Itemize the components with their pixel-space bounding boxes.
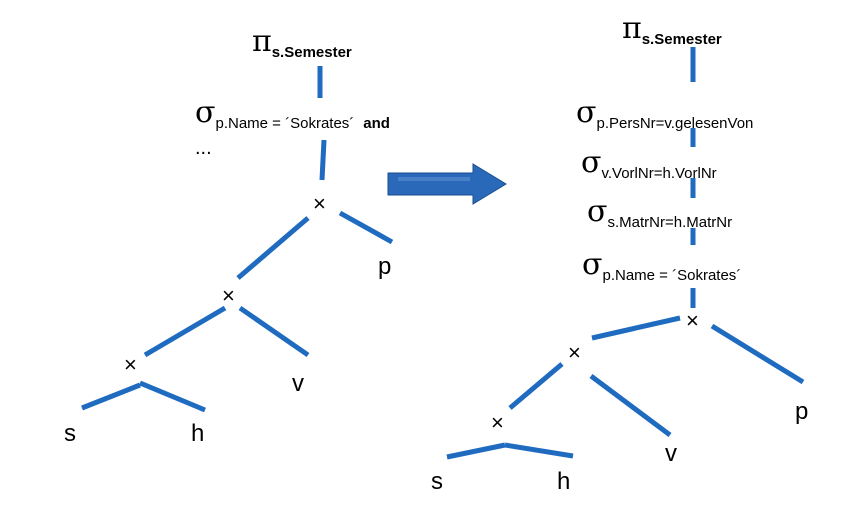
left-edge-cross2-v xyxy=(238,305,310,358)
pi-symbol: π xyxy=(252,24,272,59)
transform-arrow-shape xyxy=(387,163,507,205)
sigma-symbol: σ xyxy=(576,95,597,130)
transform-arrow-highlight xyxy=(398,177,470,181)
left-cross-node-2: × xyxy=(222,283,235,308)
right-leaf-p: p xyxy=(795,398,809,425)
right-selection-3: σs.MatrNr=h.MatrNr xyxy=(587,194,732,231)
projection-subscript: s.Semester xyxy=(641,31,722,48)
left-leaf-s: s xyxy=(64,420,76,447)
left-edge-cross3-s xyxy=(81,382,141,411)
selection-subscript: p.Name = ´Sokrates´ xyxy=(215,115,355,132)
right-projection-label: πs.Semester xyxy=(622,11,722,48)
right-cross-node-3: × xyxy=(491,410,504,435)
selection-subscript: s.MatrNr=h.MatrNr xyxy=(607,214,733,231)
selection-subscript: v.VorlNr=h.VorlNr xyxy=(601,165,717,182)
left-cross-node-1: × xyxy=(313,191,326,216)
tree-edges xyxy=(81,47,805,460)
right-edge-cross2-v xyxy=(589,373,672,438)
left-edge-selection-cross1 xyxy=(319,139,327,181)
left-projection-label: πs.Semester xyxy=(252,24,352,61)
left-cross-node-3: × xyxy=(124,352,137,377)
sigma-symbol: σ xyxy=(587,194,608,229)
selection-subscript: p.PersNr=v.gelesenVon xyxy=(596,115,754,132)
right-cross-node-1: × xyxy=(686,308,699,333)
left-edge-cross3-h xyxy=(139,380,206,413)
right-edge-cross3-h xyxy=(504,442,574,459)
left-edge-cross2-cross3 xyxy=(143,305,227,358)
left-leaf-v: v xyxy=(292,370,304,397)
right-edge-cross1-p xyxy=(710,323,805,385)
and-keyword: and xyxy=(363,115,390,132)
left-ellipsis: ... xyxy=(195,137,212,159)
right-leaf-h: h xyxy=(557,468,571,495)
right-edge-cross3-s xyxy=(446,442,506,460)
sigma-symbol: σ xyxy=(581,145,602,180)
right-edge-cross2-cross3 xyxy=(508,362,564,410)
right-edge-cross1-cross2 xyxy=(591,315,681,341)
sigma-symbol: σ xyxy=(195,95,216,130)
left-leaf-h: h xyxy=(191,420,205,447)
right-selection-1: σp.PersNr=v.gelesenVon xyxy=(576,95,753,132)
right-leaf-v: v xyxy=(665,440,677,467)
projection-subscript: s.Semester xyxy=(271,44,352,61)
selection-subscript: p.Name = ´Sokrates´ xyxy=(602,267,742,284)
sigma-symbol: σ xyxy=(582,247,603,282)
right-leaf-s: s xyxy=(431,468,443,495)
right-cross-node-2: × xyxy=(568,340,581,365)
right-selection-4: σp.Name = ´Sokrates´ xyxy=(582,247,741,284)
pi-symbol: π xyxy=(622,11,642,46)
left-selection-label: σp.Name = ´Sokrates´ and xyxy=(195,95,390,132)
left-leaf-p: p xyxy=(378,253,392,280)
right-selection-2: σv.VorlNr=h.VorlNr xyxy=(581,145,717,182)
left-edge-cross1-p xyxy=(338,210,394,245)
transform-arrow xyxy=(387,163,507,205)
left-edge-cross1-cross2 xyxy=(236,216,310,280)
